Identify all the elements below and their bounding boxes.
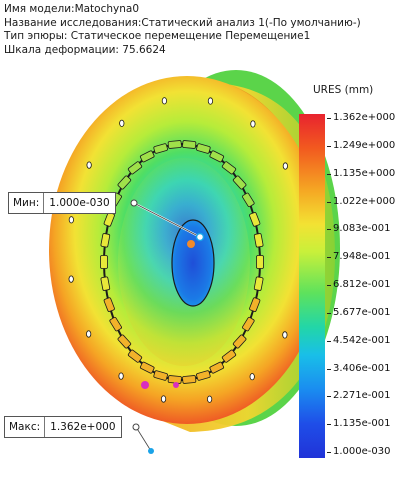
gear-tooth (182, 375, 197, 384)
min-probe-point (195, 232, 205, 242)
plot-type: Тип эпюры: Статическое перемещение Перем… (4, 30, 311, 42)
gear-tooth (153, 370, 168, 381)
bolt-hole (68, 275, 74, 283)
legend-tick-label: 2.271e-001 (333, 390, 391, 402)
gear-tooth (100, 255, 108, 269)
gear-tooth (209, 150, 225, 163)
legend-tick-label: 7.948e-001 (333, 251, 391, 263)
legend-tick (327, 396, 331, 398)
hub-hole (171, 219, 215, 307)
bolt-hole (118, 372, 124, 380)
gear-tooth (182, 140, 197, 149)
bolt-hole (161, 97, 168, 105)
bolt-hole (207, 97, 214, 105)
gear-tooth (196, 370, 211, 381)
legend-tick-label: 1.022e+000 (333, 195, 396, 207)
max-probe-value: 1.362e+000 (50, 421, 116, 433)
gear-tooth (196, 143, 211, 154)
model-name: Имя модели:Matochyna0 (4, 3, 140, 15)
max-leader-knob (132, 423, 140, 431)
legend-tick (327, 257, 331, 259)
gear-tooth (127, 349, 143, 363)
gear-tooth (100, 233, 111, 248)
plot-header: Имя модели:Matochyna0 Название исследова… (4, 3, 361, 57)
gear-tooth (232, 334, 247, 349)
max-marker-a (141, 381, 149, 389)
bolt-hole (249, 373, 255, 381)
gear-tooth (249, 297, 261, 312)
gear-tooth (139, 150, 155, 163)
min-marker (187, 240, 195, 248)
gear-tooth (256, 255, 264, 269)
max-marker-b (173, 382, 179, 388)
legend-tick (327, 201, 331, 203)
legend-tick (327, 285, 331, 286)
min-probe-label[interactable]: Мин: 1.000e-030 (8, 192, 116, 214)
gear-tooth (221, 161, 237, 175)
legend-tick (327, 452, 331, 453)
gear-tooth (242, 316, 255, 332)
max-probe-key: Макс: (5, 417, 46, 437)
gear-tooth (100, 276, 111, 291)
min-probe-key: Мин: (9, 193, 45, 213)
legend-tick (327, 340, 331, 342)
legend-tick (327, 312, 331, 314)
bolt-hole (250, 120, 256, 128)
bolt-hole (119, 119, 125, 127)
gear-tooth (221, 349, 237, 363)
legend-tick-label: 9.083e-001 (333, 223, 391, 235)
legend-tick-label: 1.249e+000 (333, 139, 396, 151)
bolt-hole (160, 395, 167, 403)
legend-title: URES (mm) (313, 84, 374, 96)
legend-tick-label: 5.677e-001 (333, 306, 391, 318)
bolt-hole (206, 395, 213, 403)
legend-tick (327, 229, 331, 231)
gear-tooth (249, 212, 261, 227)
deformation-scale: Шкала деформации: 75.6624 (4, 43, 166, 56)
gear-tooth (117, 334, 132, 349)
max-leader-dark (135, 426, 152, 452)
bolt-hole (282, 162, 288, 170)
min-leader-knob (130, 199, 138, 207)
gear-tooth (139, 361, 155, 374)
min-probe-value: 1.000e-030 (49, 197, 110, 209)
study-name: Название исследования:Статический анализ… (4, 16, 361, 29)
gear-teeth (100, 140, 264, 384)
gear-tooth (167, 140, 182, 149)
gear-tooth (253, 276, 264, 291)
gear-tooth (253, 233, 264, 248)
legend-tick-label: 6.812e-001 (333, 279, 391, 290)
legend-tick (327, 368, 331, 370)
legend-tick (327, 424, 331, 426)
bolt-hole (86, 330, 92, 338)
gear-tooth (153, 143, 168, 154)
colorbar (299, 114, 325, 458)
max-probe-point (148, 448, 154, 454)
legend-tick-label: 4.542e-001 (333, 334, 391, 346)
gear-tooth (117, 175, 132, 190)
legend-tick-label: 1.135e+000 (333, 167, 396, 179)
legend-tick-label: 1.000e-030 (333, 446, 391, 457)
gear-tooth (242, 192, 255, 208)
legend-tick (327, 145, 331, 147)
bolt-hole (282, 331, 288, 339)
legend-tick (327, 118, 331, 119)
gear-tooth (127, 161, 143, 175)
bolt-hole (68, 216, 74, 224)
legend-tick-label: 1.135e-001 (333, 418, 391, 430)
legend-tick-label: 1.362e+000 (333, 112, 396, 123)
gear-tooth (109, 316, 122, 332)
gear-tooth (232, 175, 247, 190)
min-leader-dark (133, 202, 201, 238)
legend-tick-label: 3.406e-001 (333, 362, 391, 374)
max-probe-label[interactable]: Макс: 1.362e+000 (4, 416, 122, 438)
legend-tick (327, 173, 331, 175)
bolt-hole (86, 161, 92, 169)
gear-tooth (103, 297, 115, 312)
bolt-holes (68, 97, 306, 403)
gear-tooth (209, 361, 225, 374)
